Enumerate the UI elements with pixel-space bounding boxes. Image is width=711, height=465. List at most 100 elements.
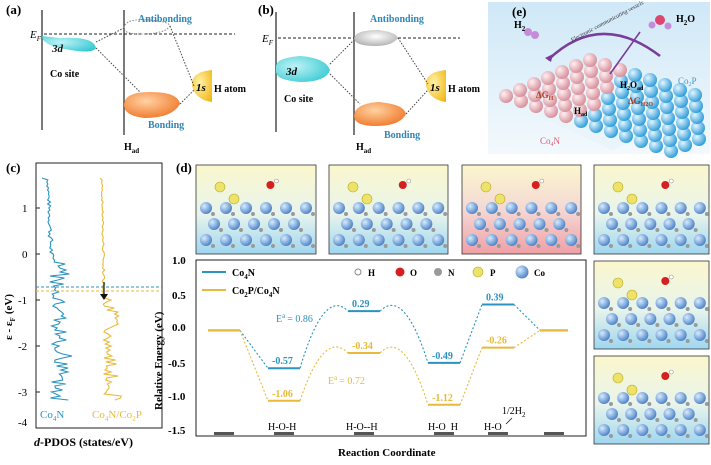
slab-atom	[529, 99, 543, 113]
n-atom	[371, 228, 376, 232]
n-atom	[219, 228, 223, 232]
slab-atom	[543, 93, 557, 107]
chart-yticks: 1.0 0.5 0.0 -0.5 -1.0 -1.5	[168, 255, 186, 437]
snapshot-atoms	[200, 178, 709, 438]
co-atom	[400, 218, 413, 230]
n-atom	[391, 228, 396, 232]
h-atom	[669, 369, 674, 375]
energy-value-label: 0.39	[486, 293, 504, 304]
n-atom	[299, 228, 303, 232]
energy-value-label: -0.49	[432, 351, 453, 362]
electron-arc	[547, 32, 661, 61]
bonding-label: Bonding	[384, 130, 420, 141]
co-atom	[432, 234, 445, 246]
co-atom	[682, 313, 695, 325]
n-atom	[536, 212, 541, 216]
slab-atom	[692, 132, 706, 146]
h-atom	[406, 178, 412, 184]
slab-atom	[678, 138, 692, 152]
co-atom	[693, 297, 706, 309]
n-atom	[655, 418, 660, 422]
slab-atom	[604, 124, 618, 138]
n-atom	[231, 244, 235, 248]
correlation-line	[329, 73, 361, 105]
co-atom	[466, 202, 478, 214]
co-atom	[655, 329, 668, 341]
orbital-3d-label: 3d	[51, 43, 64, 55]
n-atom	[647, 212, 652, 216]
n-atom	[403, 244, 408, 248]
n-atom	[431, 228, 436, 232]
co-atom	[598, 297, 610, 309]
co-atom	[663, 218, 676, 230]
n-atom	[693, 323, 698, 327]
snapshot-h-o--h	[328, 164, 449, 255]
n-atom	[556, 244, 561, 248]
co-atom	[220, 202, 232, 214]
slab-atom	[676, 116, 690, 130]
correlation-line	[95, 47, 141, 93]
co-atom	[545, 234, 558, 246]
slab-atom	[677, 127, 691, 141]
n-atom	[666, 212, 671, 216]
atom-p-icon	[472, 266, 484, 278]
energy-connector	[239, 330, 269, 401]
arc-arrow-icon	[545, 54, 553, 62]
bonding-label: Bonding	[148, 120, 184, 131]
n-atom	[504, 228, 509, 232]
energy-value-label: -0.26	[486, 336, 507, 347]
final-state-pointer	[505, 417, 513, 425]
p-atom	[480, 181, 492, 193]
slab-atom	[556, 76, 570, 90]
n-atom	[636, 418, 641, 422]
atom-h-icon	[354, 268, 362, 276]
n-atom	[576, 244, 581, 248]
co-atom	[655, 234, 668, 246]
co-atom	[228, 218, 240, 230]
n-atom	[516, 244, 521, 248]
n-atom	[536, 244, 541, 248]
co-site-label: Co site	[50, 69, 80, 80]
co-atom	[372, 202, 385, 214]
n-atom	[666, 307, 671, 311]
co-atom	[432, 202, 445, 214]
co-atom	[606, 408, 618, 420]
n-atom	[704, 402, 709, 406]
pdos-ytick: 0	[22, 249, 28, 261]
co-atom	[565, 202, 578, 214]
panel-b: (b) EF 3d Co site Antibonding Bonding 1s…	[258, 2, 481, 155]
co-atom	[533, 218, 546, 230]
slab-atom	[675, 105, 689, 119]
co-atom	[674, 234, 687, 246]
co-atom	[682, 408, 695, 420]
co-atom	[625, 408, 638, 420]
co-atom	[392, 202, 405, 214]
chart-ylabel: Relative Energy (eV)	[153, 311, 165, 410]
slab-atom	[660, 100, 674, 114]
correlation-line	[397, 37, 429, 85]
slab-atom	[661, 111, 675, 125]
pdos-co4n-curve	[41, 177, 73, 401]
p-atom	[612, 181, 624, 193]
co-atom	[598, 329, 610, 341]
co-atom	[674, 424, 687, 436]
co-atom	[280, 202, 292, 214]
chart-ytick: -0.5	[168, 358, 186, 370]
co-atom	[372, 234, 385, 246]
slab-atom	[527, 77, 541, 91]
slab-atom	[617, 107, 631, 121]
bonding-orbital-shape	[354, 102, 406, 126]
ea-co4n: Ea = 0.86	[276, 312, 313, 325]
antibonding-label: Antibonding	[370, 14, 424, 25]
slab-atom	[618, 118, 632, 132]
orbital-3d-shape	[42, 36, 96, 52]
pdos-ytick: -1	[18, 295, 27, 307]
snapshot-h-o-h-split	[461, 164, 582, 255]
n-atom	[383, 244, 388, 248]
slab-atom	[633, 123, 647, 137]
n-atom	[609, 307, 613, 311]
p-atom	[612, 372, 624, 384]
co-atom	[485, 202, 498, 214]
co-atom	[240, 202, 252, 214]
legend-co4n: Co4N	[232, 268, 256, 281]
